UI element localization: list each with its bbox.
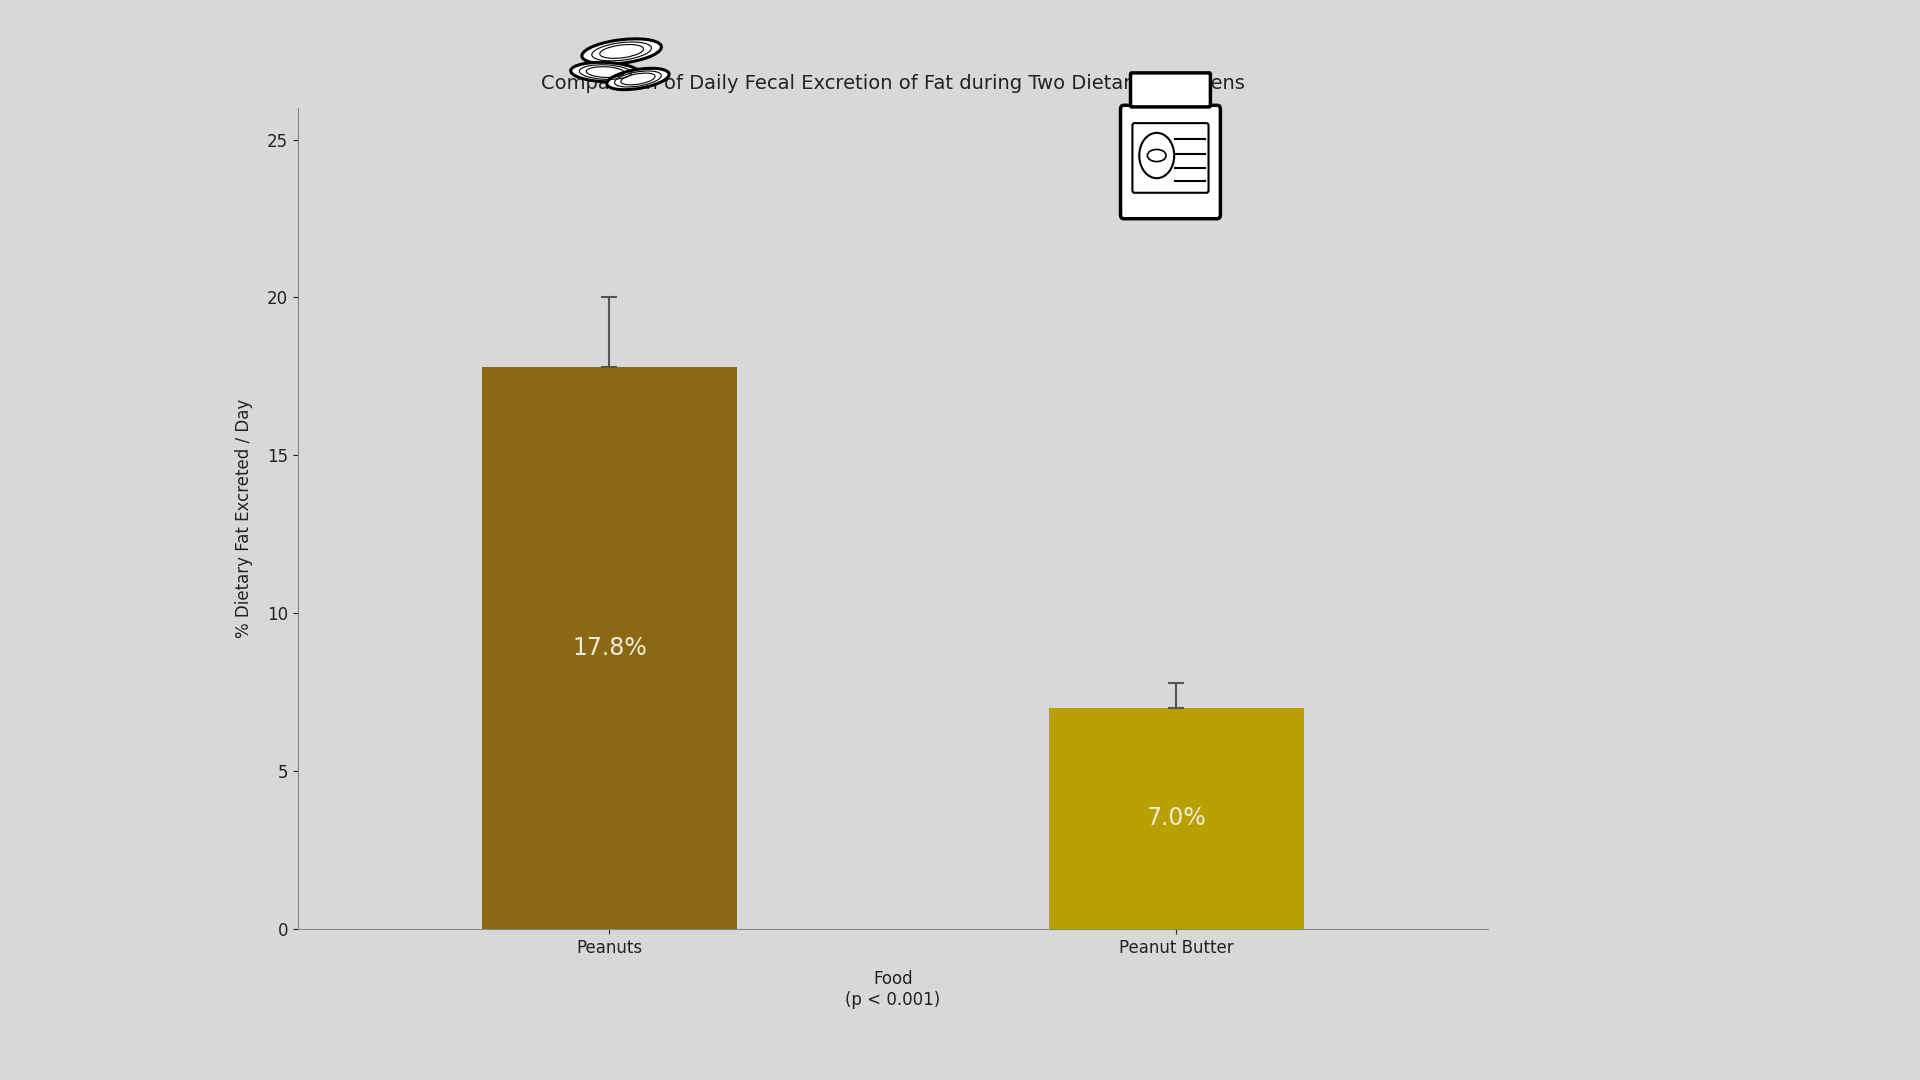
FancyBboxPatch shape: [1131, 72, 1210, 107]
Bar: [482, 367, 737, 929]
Bar: [1048, 707, 1304, 929]
FancyBboxPatch shape: [1133, 123, 1208, 192]
Ellipse shape: [570, 63, 639, 82]
Text: 7.0%: 7.0%: [1146, 807, 1206, 831]
Circle shape: [1139, 133, 1175, 178]
Y-axis label: % Dietary Fat Excreted / Day: % Dietary Fat Excreted / Day: [234, 399, 253, 638]
X-axis label: Food
(p < 0.001): Food (p < 0.001): [845, 971, 941, 1009]
Ellipse shape: [582, 39, 660, 64]
FancyBboxPatch shape: [1121, 105, 1221, 218]
Ellipse shape: [607, 68, 668, 90]
Title: Comparison of Daily Fecal Excretion of Fat during Two Dietary Regimens: Comparison of Daily Fecal Excretion of F…: [541, 73, 1244, 93]
Text: 17.8%: 17.8%: [572, 636, 647, 660]
